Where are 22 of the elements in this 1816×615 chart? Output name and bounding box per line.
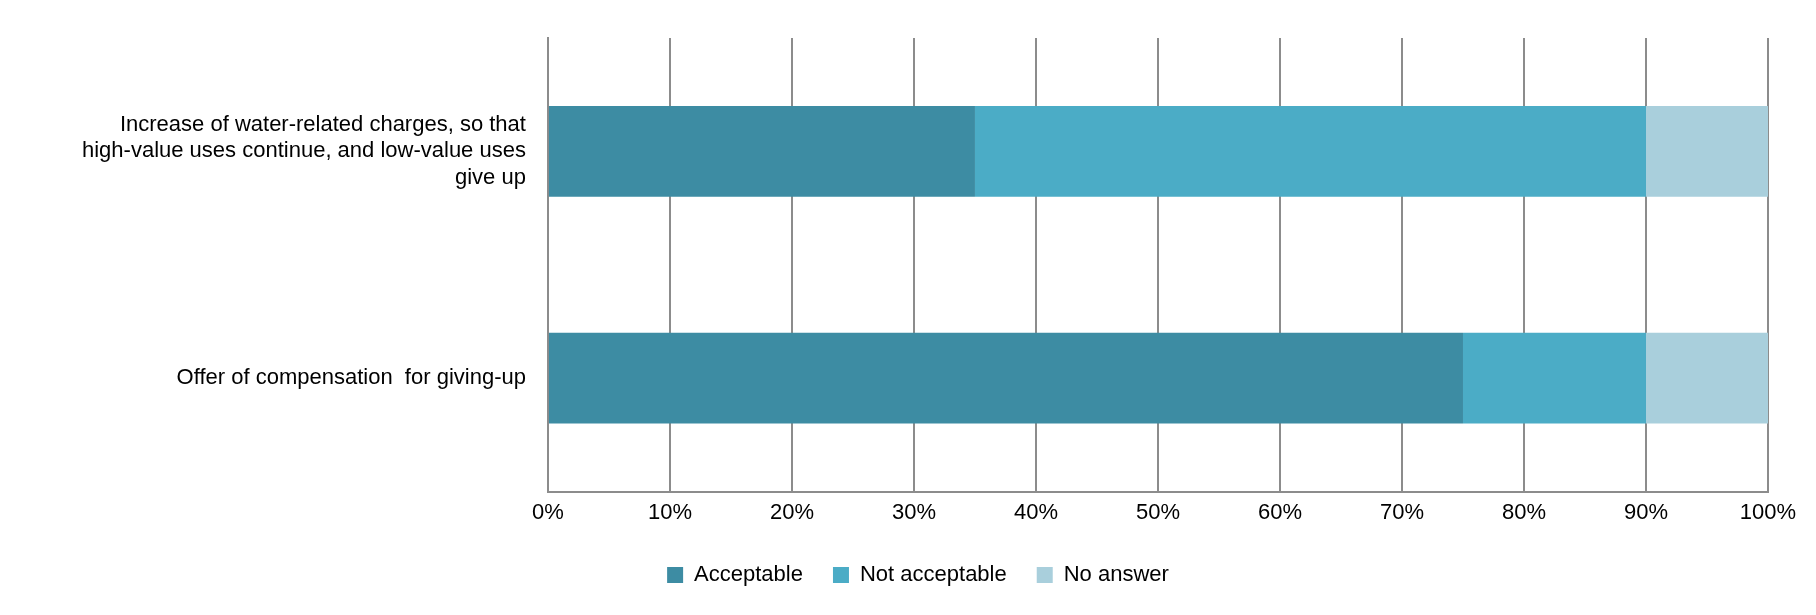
x-tick-label: 100%	[1739, 498, 1797, 524]
legend-label: Acceptable	[694, 561, 803, 587]
bar	[548, 332, 1463, 424]
x-tick-label: 60%	[1257, 498, 1302, 524]
bar	[1645, 332, 1768, 424]
legend-label: Not acceptable	[859, 561, 1007, 587]
x-tick-label: 20%	[769, 498, 814, 524]
legend-label: No answer	[1063, 561, 1169, 587]
x-tick-label: 10%	[647, 498, 692, 524]
x-tick-label: 70%	[1379, 498, 1425, 524]
bar	[1645, 106, 1768, 197]
bar	[1462, 332, 1646, 424]
x-tick-label: 90%	[1623, 498, 1669, 524]
bar	[974, 106, 1646, 197]
x-tick-label: 50%	[1135, 498, 1180, 524]
bar	[548, 106, 975, 197]
y-tick-label: Increase of water-related charges, so that high-value uses continue, and low-value uses give up	[81, 111, 526, 189]
x-tick-label: 80%	[1501, 498, 1547, 524]
x-tick-label: 40%	[1013, 498, 1058, 524]
x-tick-label: 30%	[891, 498, 936, 524]
x-tick-label: 0%	[532, 498, 564, 524]
y-tick-label: Offer of compensation for giving-up	[176, 364, 526, 390]
